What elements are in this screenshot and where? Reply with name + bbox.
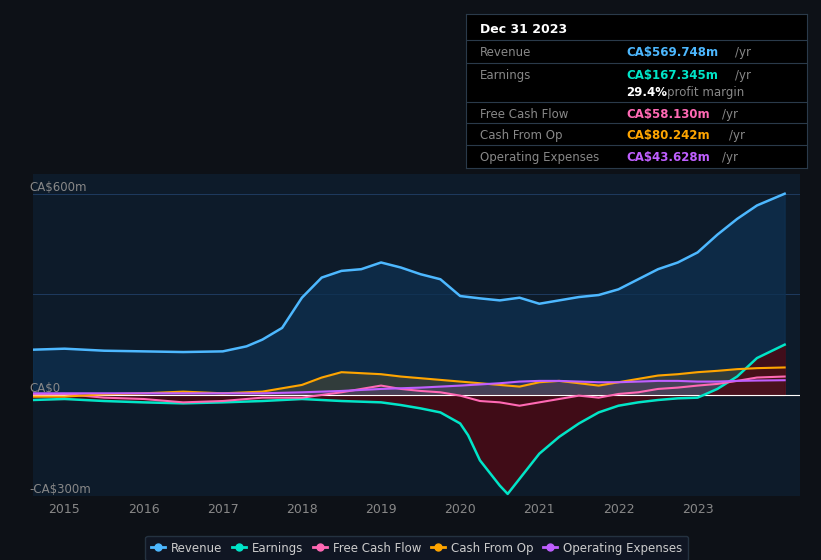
- Text: Earnings: Earnings: [480, 69, 531, 82]
- Text: /yr: /yr: [722, 108, 738, 120]
- Text: CA$600m: CA$600m: [29, 181, 86, 194]
- Text: /yr: /yr: [729, 129, 745, 142]
- Text: CA$0: CA$0: [29, 382, 60, 395]
- Text: CA$43.628m: CA$43.628m: [626, 151, 710, 164]
- Text: 29.4%: 29.4%: [626, 86, 667, 99]
- Legend: Revenue, Earnings, Free Cash Flow, Cash From Op, Operating Expenses: Revenue, Earnings, Free Cash Flow, Cash …: [145, 536, 688, 560]
- Text: CA$569.748m: CA$569.748m: [626, 46, 718, 59]
- Text: profit margin: profit margin: [667, 86, 745, 99]
- Text: /yr: /yr: [736, 69, 751, 82]
- Text: CA$167.345m: CA$167.345m: [626, 69, 718, 82]
- Text: CA$58.130m: CA$58.130m: [626, 108, 710, 120]
- Text: /yr: /yr: [722, 151, 738, 164]
- Text: Dec 31 2023: Dec 31 2023: [480, 23, 567, 36]
- Text: Cash From Op: Cash From Op: [480, 129, 562, 142]
- Text: -CA$300m: -CA$300m: [29, 483, 91, 496]
- Text: /yr: /yr: [736, 46, 751, 59]
- Text: Free Cash Flow: Free Cash Flow: [480, 108, 568, 120]
- Text: Operating Expenses: Operating Expenses: [480, 151, 599, 164]
- Text: CA$80.242m: CA$80.242m: [626, 129, 710, 142]
- Text: Revenue: Revenue: [480, 46, 531, 59]
